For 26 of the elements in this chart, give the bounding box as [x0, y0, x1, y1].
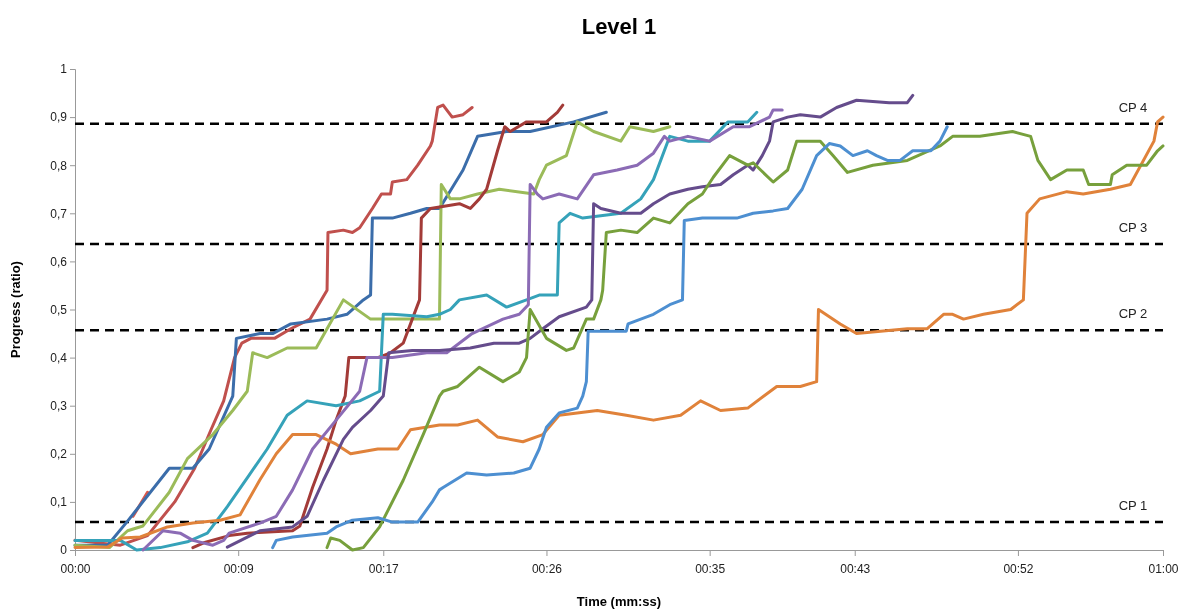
- y-tick-label: 0,6: [50, 254, 68, 269]
- y-tick-label: 1: [60, 62, 68, 77]
- ref-line-label: CP 1: [1118, 498, 1148, 514]
- y-tick-label: 0,4: [50, 350, 68, 365]
- ref-line-label: CP 3: [1118, 220, 1148, 236]
- ref-line-label: CP 2: [1118, 306, 1148, 322]
- y-tick-label: 0,9: [50, 110, 68, 125]
- y-tick-label: 0: [60, 543, 68, 558]
- x-tick-label: 00:52: [1003, 562, 1034, 577]
- y-tick-label: 0,1: [50, 495, 68, 510]
- y-tick-label: 0,5: [50, 302, 68, 317]
- y-tick-label: 0,8: [50, 158, 68, 173]
- ref-line-label: CP 4: [1118, 99, 1148, 115]
- x-tick-label: 01:00: [1148, 562, 1179, 577]
- x-tick-label: 00:26: [531, 562, 563, 577]
- x-tick-label: 00:43: [840, 562, 871, 577]
- x-axis-title: Time (mm:ss): [576, 594, 662, 609]
- y-tick-label: 0,3: [50, 399, 68, 414]
- x-tick-label: 00:17: [368, 562, 400, 577]
- y-tick-label: 0,7: [50, 206, 68, 221]
- x-tick-label: 00:09: [223, 562, 255, 577]
- x-tick-label: 00:00: [60, 562, 91, 577]
- y-tick-label: 0,2: [50, 447, 68, 462]
- chart-title: Level 1: [581, 14, 657, 39]
- y-axis-title: Progress (ratio): [8, 261, 23, 358]
- x-tick-label: 00:35: [695, 562, 726, 577]
